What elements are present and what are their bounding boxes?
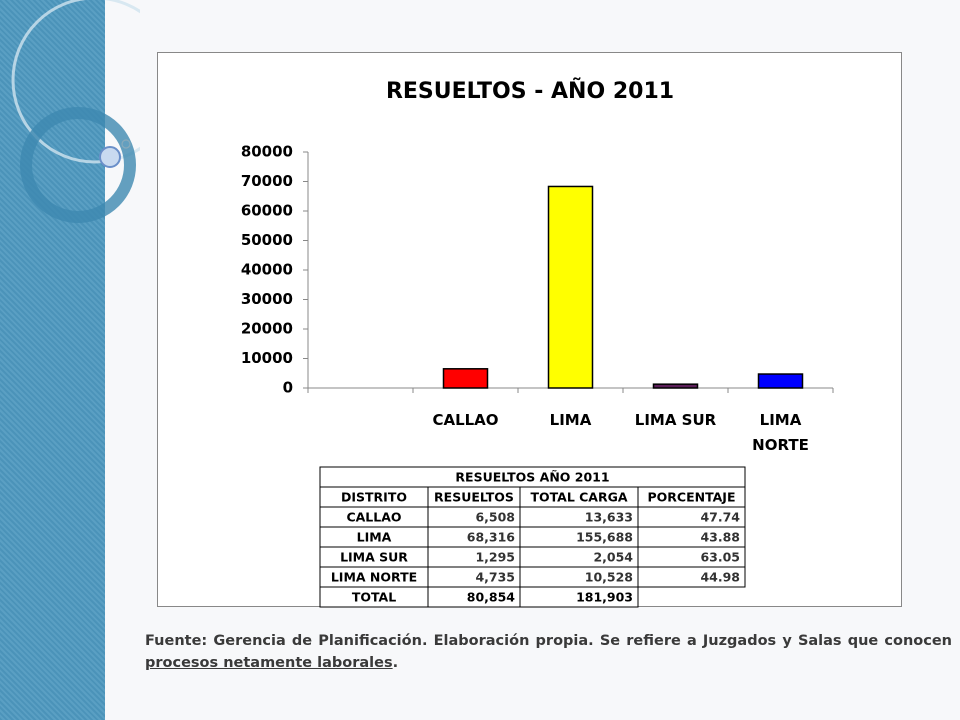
- table-text: LIMA NORTE: [331, 570, 417, 585]
- table-text: 63.05: [700, 550, 740, 565]
- table-text: 155,688: [576, 530, 633, 545]
- x-tick-label: LIMA: [549, 411, 592, 429]
- table-text: 181,903: [576, 590, 633, 605]
- table-text: TOTAL CARGA: [530, 490, 627, 505]
- y-tick-label: 50000: [241, 231, 293, 249]
- footer-end: .: [392, 655, 399, 671]
- table-text: RESUELTOS: [434, 490, 514, 505]
- table-text: LIMA: [357, 530, 392, 545]
- table-text: 68,316: [467, 530, 516, 545]
- table-title: RESUELTOS AÑO 2011: [455, 470, 609, 485]
- y-tick-label: 60000: [241, 202, 293, 220]
- y-tick-label: 20000: [241, 320, 293, 338]
- x-tick-label: CALLAO: [432, 411, 499, 429]
- y-tick-label: 10000: [241, 349, 293, 367]
- y-tick-label: 70000: [241, 172, 293, 190]
- footer-link[interactable]: procesos netamente laborales: [145, 655, 393, 671]
- table-text: 47.74: [700, 510, 740, 525]
- table-text: 1,295: [475, 550, 515, 565]
- table-cell: [519, 586, 639, 608]
- table-text: TOTAL: [352, 590, 396, 605]
- x-tick-label: LIMA NORTE: [752, 411, 809, 454]
- bar: [547, 185, 594, 389]
- table-text: 10,528: [585, 570, 633, 585]
- x-tick-label: LIMA SUR: [634, 411, 717, 429]
- bar: [757, 373, 804, 389]
- y-tick-label: 80000: [241, 143, 293, 161]
- table-text: 4,735: [475, 570, 515, 585]
- footer: Fuente: Gerencia de Planificación. Elabo…: [145, 630, 952, 674]
- table-text: 13,633: [585, 510, 633, 525]
- y-tick-label: 40000: [241, 261, 293, 279]
- table-text: LIMA SUR: [340, 550, 408, 565]
- table-text: 6,508: [475, 510, 515, 525]
- table-cell: [637, 566, 746, 588]
- y-tick-label: 30000: [241, 290, 293, 308]
- table-text: 44.98: [700, 570, 740, 585]
- y-tick-label: 0: [283, 379, 293, 397]
- table-text: 43.88: [700, 530, 740, 545]
- bar: [652, 383, 699, 389]
- table-text: 80,854: [467, 590, 516, 605]
- footer-text: Fuente: Gerencia de Planificación. Elabo…: [145, 633, 952, 649]
- chart-title: RESUELTOS - AÑO 2011: [386, 78, 674, 104]
- table-text: 2,054: [593, 550, 633, 565]
- table-text: DISTRITO: [341, 490, 407, 505]
- bar: [442, 368, 489, 389]
- table-text: CALLAO: [346, 510, 401, 525]
- table-text: PORCENTAJE: [647, 490, 735, 505]
- decoration: [11, 0, 140, 223]
